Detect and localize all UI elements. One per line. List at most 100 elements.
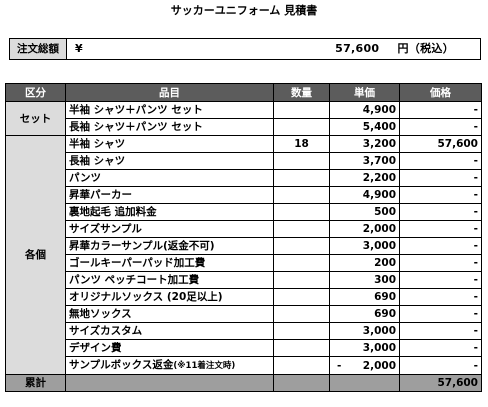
document-title: サッカーユニフォーム 見積書 (170, 4, 318, 17)
summary-row: 累計 57,600 (5, 374, 482, 392)
unit-price-cell: 200 (329, 254, 400, 272)
unit-price-cell: 2,200 (329, 169, 400, 187)
item-cell: オリジナルソックス (20足以上) (65, 288, 274, 306)
table-row: サイズサンプル 2,000- (6, 220, 482, 238)
unit-price-cell: 690 (329, 288, 400, 306)
table-row: セット 半袖 シャツ＋パンツ セット 4,900- (5, 101, 482, 136)
amount-cell: 57,600 (399, 135, 482, 153)
qty-cell (273, 254, 330, 272)
item-cell: 昇華パーカー (65, 186, 274, 204)
header-price: 単価 (329, 83, 400, 102)
amount-cell: - (399, 203, 482, 221)
unit-price-value: 5,400 (362, 121, 396, 133)
table-row: サンプルボックス返金(※11着注文時) -2,000- (6, 356, 482, 375)
table-row: 昇華パーカー 4,900- (6, 186, 482, 204)
amount-cell: - (399, 271, 482, 289)
qty-cell (273, 220, 330, 238)
table-row: 裏地起毛 追加料金 500- (6, 203, 482, 221)
unit-price-cell: 4,900 (329, 186, 400, 204)
unit-price-cell: 5,400 (329, 118, 400, 136)
item-note: (※11着注文時) (173, 361, 236, 371)
qty-cell (273, 152, 330, 170)
table-row: オリジナルソックス (20足以上) 690- (6, 288, 482, 306)
qty-cell (273, 186, 330, 204)
unit-price-cell: 690 (329, 305, 400, 323)
table-row: 各個 半袖 シャツ 18 3,200 57,600 (5, 135, 482, 375)
qty-cell (273, 322, 330, 340)
item-cell: 昇華カラーサンプル(返金不可) (65, 237, 274, 255)
amount-cell: - (399, 152, 482, 170)
unit-price-cell: - 2,000 (329, 356, 400, 375)
summary-amount: 57,600 (399, 374, 482, 392)
item-name: パンツ ペッチコート加工費 (69, 274, 200, 286)
item-name: サイズカスタム (69, 325, 143, 337)
unit-price-cell: 300 (329, 271, 400, 289)
unit-price-value: 2,200 (362, 172, 396, 184)
quote-table: 区分 品目 数量 単価 価格 セット 半袖 シャツ＋パンツ セット 4,900- 長袖… (5, 83, 482, 392)
unit-price-cell: 3,000 (329, 339, 400, 357)
amount-cell: - (399, 169, 482, 187)
amount-cell: - (399, 305, 482, 323)
table-row: デザイン費 3,000- (6, 339, 482, 357)
amount-cell: - (399, 237, 482, 255)
item-cell: 裏地起毛 追加料金 (65, 203, 274, 221)
header-category: 区分 (5, 83, 66, 102)
item-name: 半袖 シャツ＋パンツ セット (69, 104, 203, 116)
header-qty: 数量 (273, 83, 330, 102)
amount-cell: - (399, 101, 482, 119)
amount-cell: - (399, 339, 482, 357)
item-name: 裏地起毛 追加料金 (69, 206, 157, 218)
item-name: 昇華カラーサンプル(返金不可) (69, 240, 215, 252)
amount-cell: - (399, 118, 482, 136)
qty-cell (273, 101, 330, 119)
qty-cell: 18 (273, 135, 330, 153)
unit-price-value: 3,000 (362, 240, 396, 252)
qty-cell (273, 118, 330, 136)
item-cell: パンツ (65, 169, 274, 187)
item-cell: サンプルボックス返金(※11着注文時) (65, 356, 274, 375)
qty-cell (273, 305, 330, 323)
unit-price-cell: 2,000 (329, 220, 400, 238)
item-cell: パンツ ペッチコート加工費 (65, 271, 274, 289)
minus-sign: - (337, 359, 342, 372)
qty-cell (273, 237, 330, 255)
unit-price-value: 2,000 (362, 223, 396, 235)
unit-price-value: 3,000 (362, 342, 396, 354)
qty-cell (273, 271, 330, 289)
table-row: ゴールキーパーパッド加工費 200- (6, 254, 482, 272)
table-row: 昇華カラーサンプル(返金不可) 3,000- (6, 237, 482, 255)
amount-cell: - (399, 288, 482, 306)
qty-cell (273, 203, 330, 221)
table-header-row: 区分 品目 数量 単価 価格 (5, 83, 482, 102)
qty-cell (273, 339, 330, 357)
qty-cell (273, 288, 330, 306)
item-cell: デザイン費 (65, 339, 274, 357)
quote-table-body: セット 半袖 シャツ＋パンツ セット 4,900- 長袖 シャツ＋パンツ セット 5,4… (5, 101, 482, 375)
order-total-label: 注文総額 (10, 39, 67, 59)
item-name: 長袖 シャツ (69, 155, 126, 167)
unit-price-value: 3,200 (362, 138, 396, 150)
item-name: ゴールキーパーパッド加工費 (69, 257, 206, 269)
header-item: 品目 (65, 83, 274, 102)
item-name: パンツ (69, 172, 102, 184)
item-name: オリジナルソックス (20足以上) (69, 291, 223, 303)
unit-price-value: 4,900 (362, 104, 396, 116)
table-row: 長袖 シャツ 3,700- (6, 152, 482, 170)
amount-cell: - (399, 186, 482, 204)
currency-symbol: ¥ (75, 42, 83, 55)
unit-price-value: 200 (374, 257, 396, 269)
amount-cell: - (399, 356, 482, 375)
item-name: デザイン費 (69, 342, 122, 354)
unit-price-value: 4,900 (362, 189, 396, 201)
item-name: サイズサンプル (69, 223, 142, 235)
item-cell: 半袖 シャツ＋パンツ セット (65, 101, 274, 119)
unit-price-cell: 3,200 (329, 135, 400, 153)
summary-empty-cell (65, 374, 274, 392)
item-name: サンプルボックス返金 (69, 359, 174, 371)
item-name: 無地ソックス (69, 308, 132, 320)
unit-price-value: 690 (374, 308, 396, 320)
item-cell: サイズカスタム (65, 322, 274, 340)
unit-price-cell: 500 (329, 203, 400, 221)
summary-empty-cell (273, 374, 330, 392)
item-name: 昇華パーカー (69, 189, 132, 201)
